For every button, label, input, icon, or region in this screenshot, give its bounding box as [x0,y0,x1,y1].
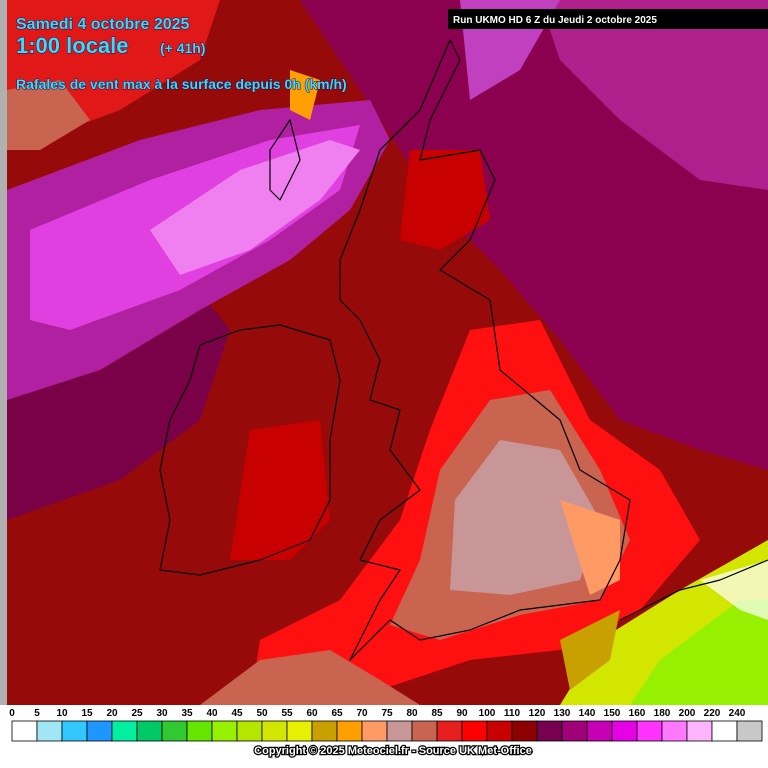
legend-label: 0 [9,708,15,719]
legend-label: 30 [156,708,168,719]
legend-label: 70 [356,708,368,719]
legend-swatch [61,720,88,742]
field-zone [540,0,768,190]
coastline [619,559,768,621]
field-zone [400,150,490,250]
field-zone [7,80,90,150]
legend-label: 180 [654,708,671,719]
legend-label: 35 [181,708,193,719]
legend-swatch [436,720,463,742]
legend-label: 85 [431,708,443,719]
field-zone [150,140,360,275]
legend-label: 20 [106,708,118,719]
run-label: Run UKMO HD 6 Z du Jeudi 2 octobre 2025 [453,15,657,26]
run-banner [448,9,768,29]
field-zone [700,560,768,620]
legend-swatch [111,720,138,742]
legend-label: 120 [529,708,546,719]
legend-label: 80 [406,708,418,719]
legend-swatch [286,720,313,742]
legend-swatch [186,720,213,742]
field-zone [230,420,330,560]
legend-swatch [661,720,688,742]
field-zone [290,70,320,120]
legend-swatch [236,720,263,742]
legend-swatch [161,720,188,742]
legend-label: 160 [629,708,646,719]
legend-label: 220 [704,708,721,719]
legend-label: 15 [81,708,93,719]
legend-swatch [261,720,288,742]
field-zone [450,440,600,595]
legend-label: 90 [456,708,468,719]
legend-swatch [586,720,613,742]
legend-swatch [536,720,563,742]
date: Samedi 4 octobre 2025 [16,16,190,33]
coastline [339,39,631,661]
legend-label: 55 [281,708,293,719]
legend-label: 75 [381,708,393,719]
legend-swatch [561,720,588,742]
legend-swatch [311,720,338,742]
legend-label: 240 [729,708,746,719]
legend-swatch [461,720,488,742]
legend-swatch [411,720,438,742]
legend-swatch [711,720,738,742]
legend-label: 60 [306,708,318,719]
legend-swatch [511,720,538,742]
legend-label: 140 [579,708,596,719]
legend-swatch [36,720,63,742]
legend-label: 110 [504,708,521,719]
legend-label: 10 [56,708,68,719]
legend-label: 25 [131,708,143,719]
legend-label: 50 [256,708,268,719]
coastline [159,324,341,576]
legend-label: 100 [479,708,496,719]
legend-swatch [636,720,663,742]
legend-label: 130 [554,708,571,719]
lead-time: (+ 41h) [160,40,206,56]
legend-swatch [211,720,238,742]
legend-swatch [336,720,363,742]
field-zone [200,650,420,705]
copyright: Copyright © 2025 Meteociel.fr - Source U… [254,745,532,757]
legend-swatch [386,720,413,742]
legend-swatch [686,720,713,742]
legend: 0 5 10 15 20 25 30 35 40 45 50 55 60 65 70 75 80 85 90 100 1… [9,708,763,742]
legend-label: 5 [34,708,40,719]
left-edge [0,0,7,705]
legend-label: 200 [679,708,696,719]
legend-label: 65 [331,708,343,719]
legend-swatch [136,720,163,742]
field-zone [630,600,768,705]
legend-label: 150 [604,708,621,719]
legend-swatch [361,720,388,742]
field-zone [560,500,620,595]
legend-swatch [736,720,763,742]
coastline [269,119,301,201]
field-zone [560,610,620,690]
legend-swatch [486,720,513,742]
legend-swatch [86,720,113,742]
legend-label: 45 [231,708,243,719]
legend-swatch [11,720,38,742]
legend-swatch [611,720,638,742]
subtitle: Rafales de vent max à la surface depuis … [16,76,347,92]
legend-label: 40 [206,708,218,719]
time: 1:00 locale [16,33,129,58]
